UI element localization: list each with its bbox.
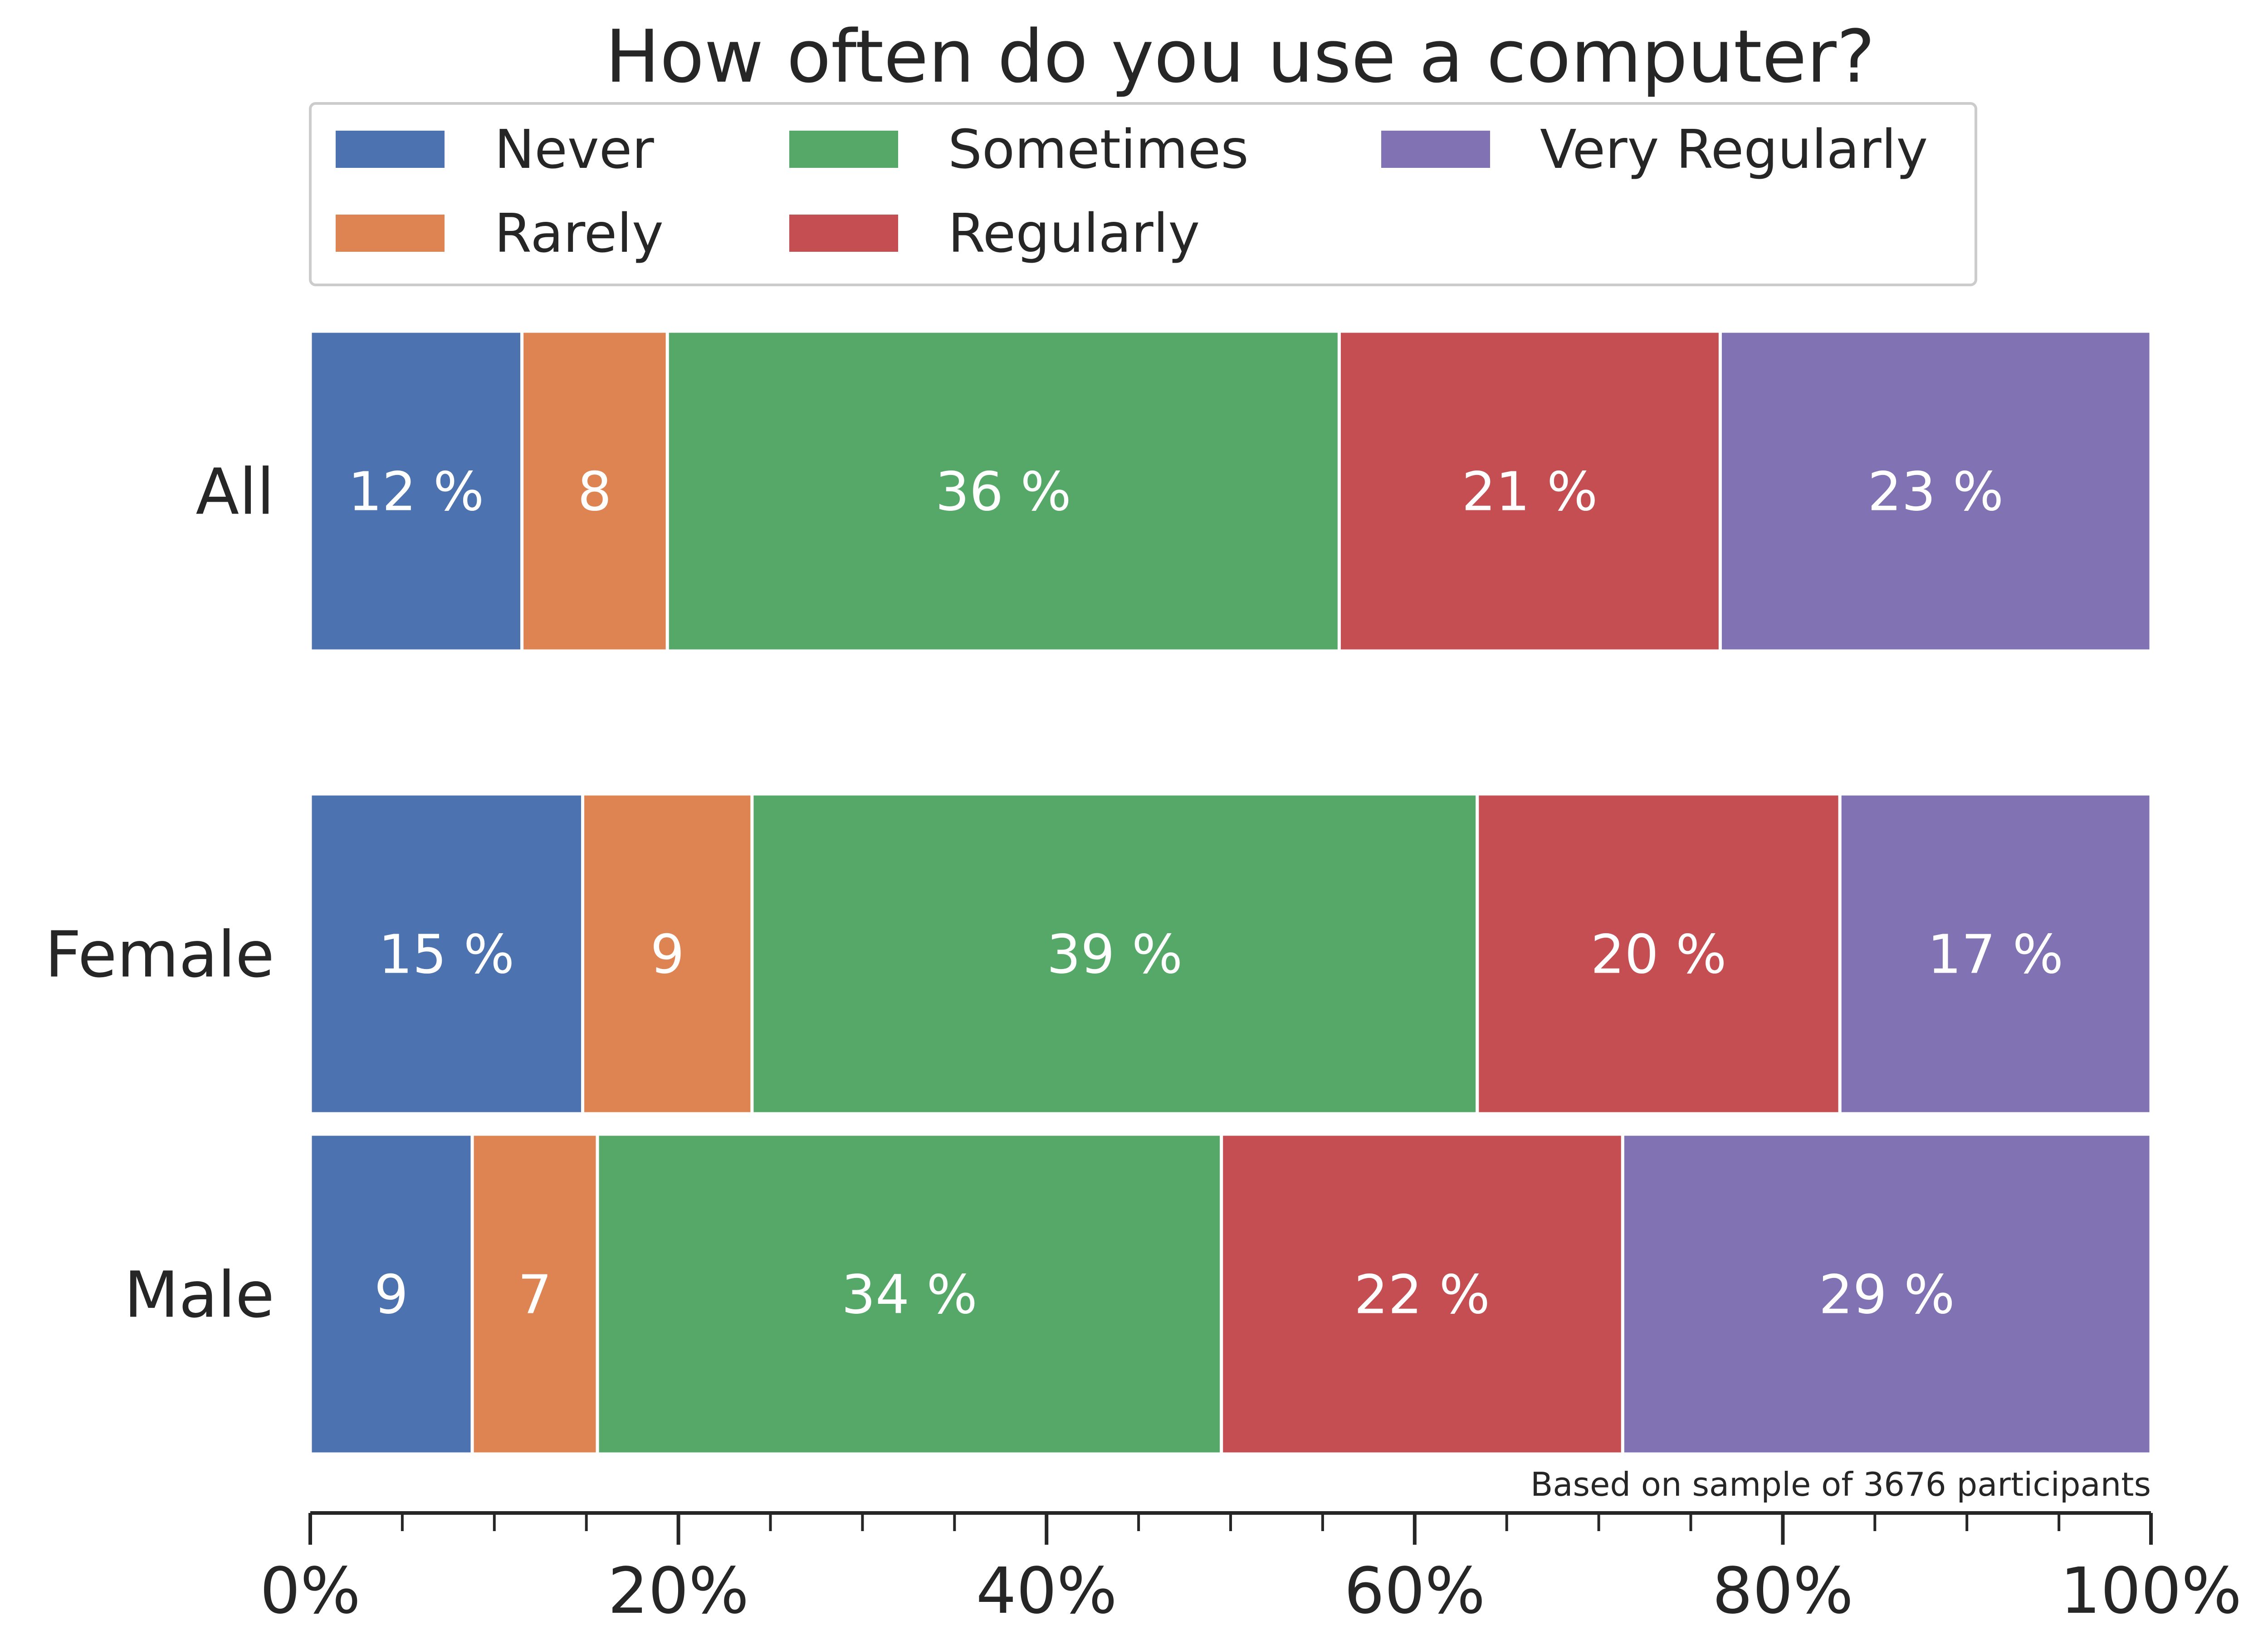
legend: Never Rarely Sometimes Regularly Very Regula… xyxy=(309,102,1977,286)
legend-item: Never xyxy=(336,118,654,181)
bar-segment xyxy=(470,1132,599,1456)
x-tick-label: 60% xyxy=(1344,1554,1485,1628)
bar-segment xyxy=(665,329,1341,653)
bar-segment xyxy=(520,329,669,653)
x-axis: 0% 20% 40% 60% 80% 100% xyxy=(260,1511,2242,1628)
bar-segment xyxy=(1337,329,1722,653)
bar-segment xyxy=(308,792,585,1116)
bar-segment xyxy=(308,329,524,653)
bar-segment xyxy=(1838,792,2153,1116)
bar-labels: 12 % 8 36 % 21 % 23 % 15 % 9 39 % 20 % 17 % 9 7 34 %… xyxy=(348,460,2063,1326)
bar-value-label: 17 % xyxy=(1927,923,2063,986)
bar-value-label: 34 % xyxy=(841,1263,978,1326)
bar-value-label: 36 % xyxy=(935,460,1071,523)
x-tick-label: 40% xyxy=(976,1554,1117,1628)
legend-label: Regularly xyxy=(948,202,1200,264)
legend-item: Very Regularly xyxy=(1381,118,1928,181)
bar-value-label: 20 % xyxy=(1591,923,1727,986)
bar-segment xyxy=(308,1132,474,1456)
bar-segment xyxy=(1718,329,2153,653)
legend-label: Rarely xyxy=(494,202,664,264)
bar-segment xyxy=(750,792,1479,1116)
legend-item: Regularly xyxy=(789,202,1200,264)
legend-label: Sometimes xyxy=(948,118,1249,181)
bar-value-label: 22 % xyxy=(1354,1263,1490,1326)
x-tick-label: 0% xyxy=(260,1554,361,1628)
chart-title: How often do you use a computer? xyxy=(605,14,1875,99)
bars xyxy=(308,329,2153,1456)
bar-value-label: 9 xyxy=(374,1263,408,1326)
x-tick-label: 100% xyxy=(2060,1554,2242,1628)
legend-item: Rarely xyxy=(336,202,664,264)
legend-item: Sometimes xyxy=(789,118,1249,181)
legend-label: Never xyxy=(494,118,654,181)
legend-swatch xyxy=(336,215,445,252)
legend-swatch xyxy=(789,131,898,168)
bar-value-label: 29 % xyxy=(1819,1263,1955,1326)
legend-swatch xyxy=(1381,131,1490,168)
legend-label: Very Regularly xyxy=(1540,118,1928,181)
bar-value-label: 9 xyxy=(650,923,684,986)
bar-value-label: 8 xyxy=(577,460,611,523)
category-label: Male xyxy=(124,1258,274,1332)
bar-value-label: 15 % xyxy=(378,923,514,986)
legend-swatch xyxy=(789,215,898,252)
bar-value-label: 21 % xyxy=(1462,460,1598,523)
bar-value-label: 23 % xyxy=(1867,460,2004,523)
category-label: All xyxy=(196,455,274,529)
bar-segment xyxy=(1220,1132,1624,1456)
y-axis-labels: All Female Male xyxy=(45,455,274,1332)
bar-segment xyxy=(1476,792,1842,1116)
bar-value-label: 39 % xyxy=(1046,923,1183,986)
category-label: Female xyxy=(45,918,274,992)
x-tick-label: 80% xyxy=(1712,1554,1853,1628)
bar-value-label: 12 % xyxy=(348,460,484,523)
x-tick-label: 20% xyxy=(608,1554,749,1628)
legend-box xyxy=(309,102,1977,286)
bar-value-label: 7 xyxy=(518,1263,552,1326)
sample-note: Based on sample of 3676 participants xyxy=(1530,1465,2151,1503)
bar-segment xyxy=(581,792,754,1116)
bar-segment xyxy=(1621,1132,2153,1456)
bar-segment xyxy=(596,1132,1223,1456)
legend-swatch xyxy=(336,131,445,168)
